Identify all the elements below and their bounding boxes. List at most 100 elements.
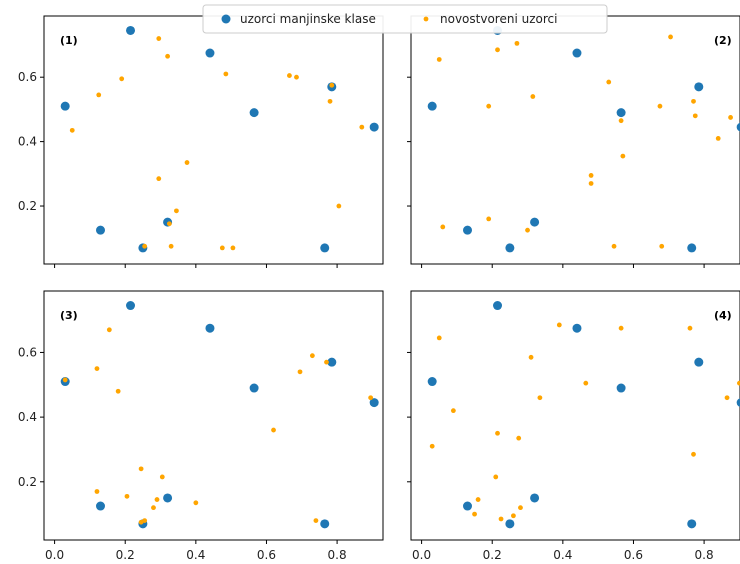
minority-sample-point xyxy=(369,398,379,408)
synthetic-sample-point xyxy=(69,127,75,133)
minority-sample-point xyxy=(736,398,740,407)
synthetic-sample-point xyxy=(511,513,516,519)
points-group xyxy=(60,301,379,529)
synthetic-sample-point xyxy=(692,113,698,119)
minority-sample-point xyxy=(616,108,626,118)
synthetic-sample-point xyxy=(166,221,172,227)
synthetic-sample-point xyxy=(324,359,329,365)
synthetic-sample-point xyxy=(309,353,315,359)
synthetic-sample-point xyxy=(537,395,543,401)
synthetic-sample-point xyxy=(297,369,303,375)
synthetic-sample-point xyxy=(429,443,435,449)
minority-sample-point xyxy=(463,225,472,235)
synthetic-sample-point xyxy=(230,245,236,251)
minority-sample-point xyxy=(736,122,740,132)
x-tick-label: 0.8 xyxy=(695,548,714,562)
legend-label: novostvoreni uzorci xyxy=(440,12,557,26)
synthetic-sample-point xyxy=(657,103,663,109)
synthetic-sample-point xyxy=(518,505,523,511)
synthetic-sample-point xyxy=(151,505,156,511)
minority-sample-point xyxy=(327,357,337,367)
axes-frame xyxy=(410,290,740,541)
synthetic-sample-point xyxy=(687,325,693,331)
synthetic-sample-point xyxy=(450,408,456,414)
synthetic-sample-point xyxy=(294,74,299,80)
synthetic-sample-point xyxy=(287,73,292,78)
synthetic-sample-point xyxy=(611,243,617,249)
synthetic-sample-point xyxy=(138,466,144,472)
synthetic-sample-point xyxy=(493,474,499,480)
synthetic-sample-point xyxy=(193,500,199,506)
legend-box xyxy=(202,4,608,34)
synthetic-sample-point xyxy=(516,435,522,441)
minority-sample-point xyxy=(427,101,437,111)
synthetic-sample-point xyxy=(486,103,492,109)
synthetic-sample-point xyxy=(329,82,335,88)
minority-sample-point xyxy=(694,82,704,92)
synthetic-sample-point xyxy=(556,322,562,328)
synthetic-sample-point xyxy=(668,34,673,40)
minority-sample-point xyxy=(694,357,704,367)
synthetic-sample-point xyxy=(724,395,730,401)
synthetic-sample-point xyxy=(106,327,112,333)
minority-sample-point xyxy=(205,48,215,58)
minority-sample-point xyxy=(249,383,259,393)
chart-panel-4: 0.0 0.2 0.4 0.6 0.8 (4) xyxy=(407,290,740,562)
synthetic-sample-point xyxy=(728,115,733,120)
synthetic-sample-point xyxy=(359,124,365,130)
minority-sample-point xyxy=(60,101,70,111)
synthetic-sample-point xyxy=(62,377,68,383)
panel-label: (3) xyxy=(60,309,78,322)
synthetic-sample-point xyxy=(115,388,121,394)
synthetic-sample-point xyxy=(436,335,442,341)
chart-panel-2: (2) xyxy=(407,15,740,268)
minority-sample-point xyxy=(126,25,136,35)
synthetic-sample-point xyxy=(620,153,626,159)
minority-sample-point xyxy=(505,243,515,253)
synthetic-sample-point xyxy=(165,53,170,59)
minority-sample-point xyxy=(530,493,540,503)
y-tick-label: 0.6 xyxy=(18,345,37,359)
panel-label: (2) xyxy=(714,34,732,47)
synthetic-sample-point xyxy=(583,380,589,386)
minority-sample-point xyxy=(427,377,437,387)
minority-sample-point xyxy=(96,225,105,235)
synthetic-sample-point xyxy=(495,47,500,53)
synthetic-sample-point xyxy=(142,518,148,523)
synthetic-sample-point xyxy=(124,493,130,499)
synthetic-sample-point xyxy=(271,427,276,433)
points-group xyxy=(427,25,740,253)
chart-panel-3: 0.2 0.4 0.6 0.0 0.2 0.4 0.6 0.8 (3) xyxy=(18,290,384,562)
synthetic-sample-point xyxy=(142,243,148,249)
y-tick-label: 0.4 xyxy=(18,410,37,424)
synthetic-sample-point xyxy=(618,118,624,124)
minority-sample-point xyxy=(96,501,105,511)
legend-marker-synthetic xyxy=(423,16,429,22)
x-tick-label: 0.0 xyxy=(45,548,64,562)
synthetic-sample-point xyxy=(530,94,536,99)
synthetic-sample-point xyxy=(618,325,624,331)
x-tick-label: 0.2 xyxy=(483,548,502,562)
synthetic-sample-point xyxy=(715,135,721,141)
minority-sample-point xyxy=(320,519,330,529)
synthetic-sample-point xyxy=(154,497,160,502)
synthetic-sample-point xyxy=(94,366,100,372)
synthetic-sample-point xyxy=(368,395,374,401)
synthetic-sample-point xyxy=(737,380,740,386)
synthetic-sample-point xyxy=(94,489,100,494)
points-group xyxy=(427,301,740,529)
synthetic-sample-point xyxy=(184,160,190,165)
synthetic-sample-point xyxy=(219,245,225,251)
legend: uzorci manjinske klase novostvoreni uzorc… xyxy=(202,4,608,34)
synthetic-sample-point xyxy=(498,516,504,522)
synthetic-sample-point xyxy=(528,354,534,360)
synthetic-sample-point xyxy=(174,208,179,214)
synthetic-sample-point xyxy=(659,243,665,249)
minority-sample-point xyxy=(320,243,330,253)
synthetic-sample-point xyxy=(223,71,229,77)
synthetic-sample-point xyxy=(119,76,125,82)
synthetic-sample-point xyxy=(691,451,696,457)
synthetic-sample-point xyxy=(495,430,500,436)
minority-sample-point xyxy=(163,493,173,503)
minority-sample-point xyxy=(249,108,259,118)
